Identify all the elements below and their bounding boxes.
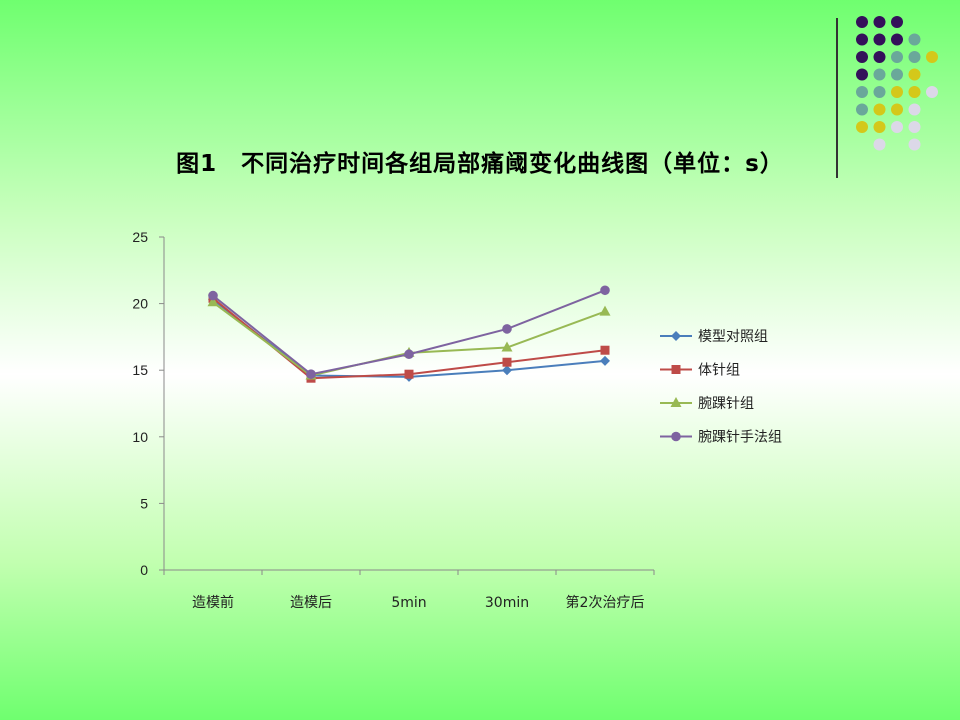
decor-dot xyxy=(908,51,921,63)
data-point xyxy=(502,324,512,334)
decor-dot xyxy=(926,86,938,98)
data-point xyxy=(501,341,513,352)
slide-title: 图1 不同治疗时间各组局部痛阈变化曲线图（单位：s） xyxy=(176,151,784,177)
decor-dot xyxy=(873,16,886,28)
decor-dot xyxy=(891,33,903,46)
decor-dot xyxy=(926,51,938,63)
legend-label: 腕踝针组 xyxy=(698,396,754,412)
decor-dot xyxy=(856,121,868,133)
data-point xyxy=(671,331,681,341)
decorative-dot-grid xyxy=(856,16,938,151)
decor-dot xyxy=(856,33,868,46)
data-point xyxy=(671,431,681,442)
decor-dot xyxy=(891,103,903,116)
y-tick-label: 0 xyxy=(140,562,148,578)
y-tick-label: 10 xyxy=(132,429,148,445)
data-point xyxy=(404,369,414,379)
x-tick-label: 5min xyxy=(391,595,426,611)
data-point xyxy=(404,349,414,360)
decor-dot xyxy=(908,33,921,46)
data-point xyxy=(599,305,611,316)
series-line xyxy=(212,298,606,378)
decor-dot xyxy=(908,68,921,81)
y-tick-label: 15 xyxy=(132,362,148,378)
decor-dot xyxy=(908,121,921,133)
data-point xyxy=(670,397,682,407)
decor-dot xyxy=(908,138,921,151)
data-point xyxy=(600,345,610,355)
y-tick-label: 5 xyxy=(140,495,148,511)
x-tick-label: 造模前 xyxy=(192,594,234,611)
data-point xyxy=(600,285,610,296)
decor-dot xyxy=(856,51,868,63)
decor-dot xyxy=(873,121,886,133)
legend-label: 腕踝针手法组 xyxy=(698,430,782,446)
decor-dot xyxy=(856,86,868,98)
decor-dot xyxy=(873,138,886,151)
decorative-divider xyxy=(836,18,838,178)
data-point xyxy=(208,290,218,301)
decor-dot xyxy=(908,86,921,98)
y-tick-label: 20 xyxy=(132,296,148,312)
decor-dot xyxy=(891,68,903,81)
data-point xyxy=(600,355,610,366)
legend-label: 模型对照组 xyxy=(698,329,768,345)
decor-dot xyxy=(891,121,903,133)
decor-dot xyxy=(891,51,903,63)
data-point xyxy=(671,365,681,374)
decor-dot xyxy=(891,16,903,28)
decor-dot xyxy=(873,33,886,46)
y-tick-label: 25 xyxy=(132,229,148,245)
legend-label: 体针组 xyxy=(698,363,740,379)
decor-dot xyxy=(873,68,886,81)
decor-dot xyxy=(856,103,868,116)
decor-dot xyxy=(873,51,886,63)
x-tick-label: 造模后 xyxy=(290,595,332,611)
x-tick-label: 30min xyxy=(485,595,529,611)
decor-dot xyxy=(856,68,868,81)
data-point xyxy=(502,365,512,376)
data-point xyxy=(306,369,316,379)
decor-dot xyxy=(873,103,886,116)
decor-dot xyxy=(873,86,886,98)
x-tick-label: 第2次治疗后 xyxy=(566,594,645,611)
data-point xyxy=(207,296,219,307)
decor-dot xyxy=(891,86,903,98)
decor-dot xyxy=(908,103,921,116)
decor-dot xyxy=(856,16,868,28)
data-point xyxy=(502,357,512,367)
